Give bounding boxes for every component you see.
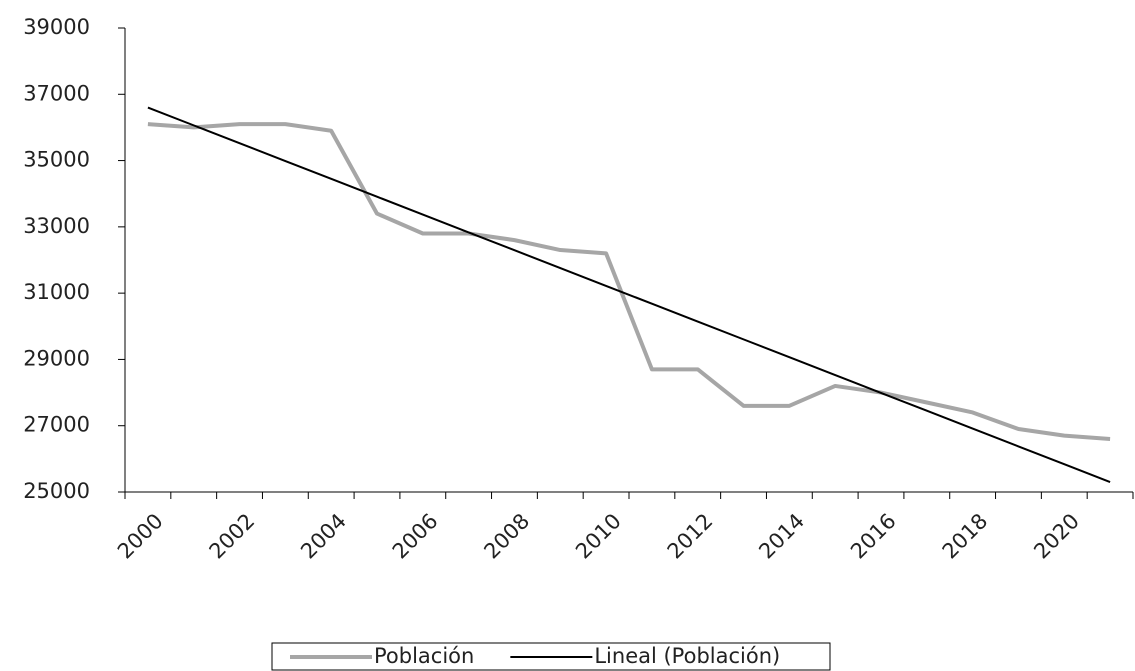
x-tick-label: 2002 [205, 509, 260, 564]
y-tick-label: 31000 [23, 280, 90, 304]
y-tick-label: 37000 [23, 81, 90, 105]
x-tick-label: 2010 [571, 509, 626, 564]
x-tick-label: 2016 [846, 509, 901, 564]
y-tick-label: 35000 [23, 148, 90, 172]
x-tick-label: 2004 [296, 509, 351, 564]
x-tick-label: 2018 [938, 509, 993, 564]
y-tick-label: 39000 [23, 15, 90, 39]
y-tick-label: 25000 [23, 479, 90, 503]
x-tick-label: 2008 [479, 509, 534, 564]
series-line [147, 122, 1111, 441]
series-line [147, 106, 1111, 483]
y-tick-label: 29000 [23, 346, 90, 370]
x-tick-label: 2020 [1029, 509, 1084, 564]
x-tick-label: 2006 [388, 509, 443, 564]
x-tick-label: 2014 [754, 509, 809, 564]
x-tick-label: 2000 [113, 509, 168, 564]
y-tick-label: 33000 [23, 214, 90, 238]
legend-label: Población [374, 644, 474, 668]
y-tick-label: 27000 [23, 413, 90, 437]
x-tick-label: 2012 [663, 509, 718, 564]
legend-label: Lineal (Población) [594, 644, 780, 668]
